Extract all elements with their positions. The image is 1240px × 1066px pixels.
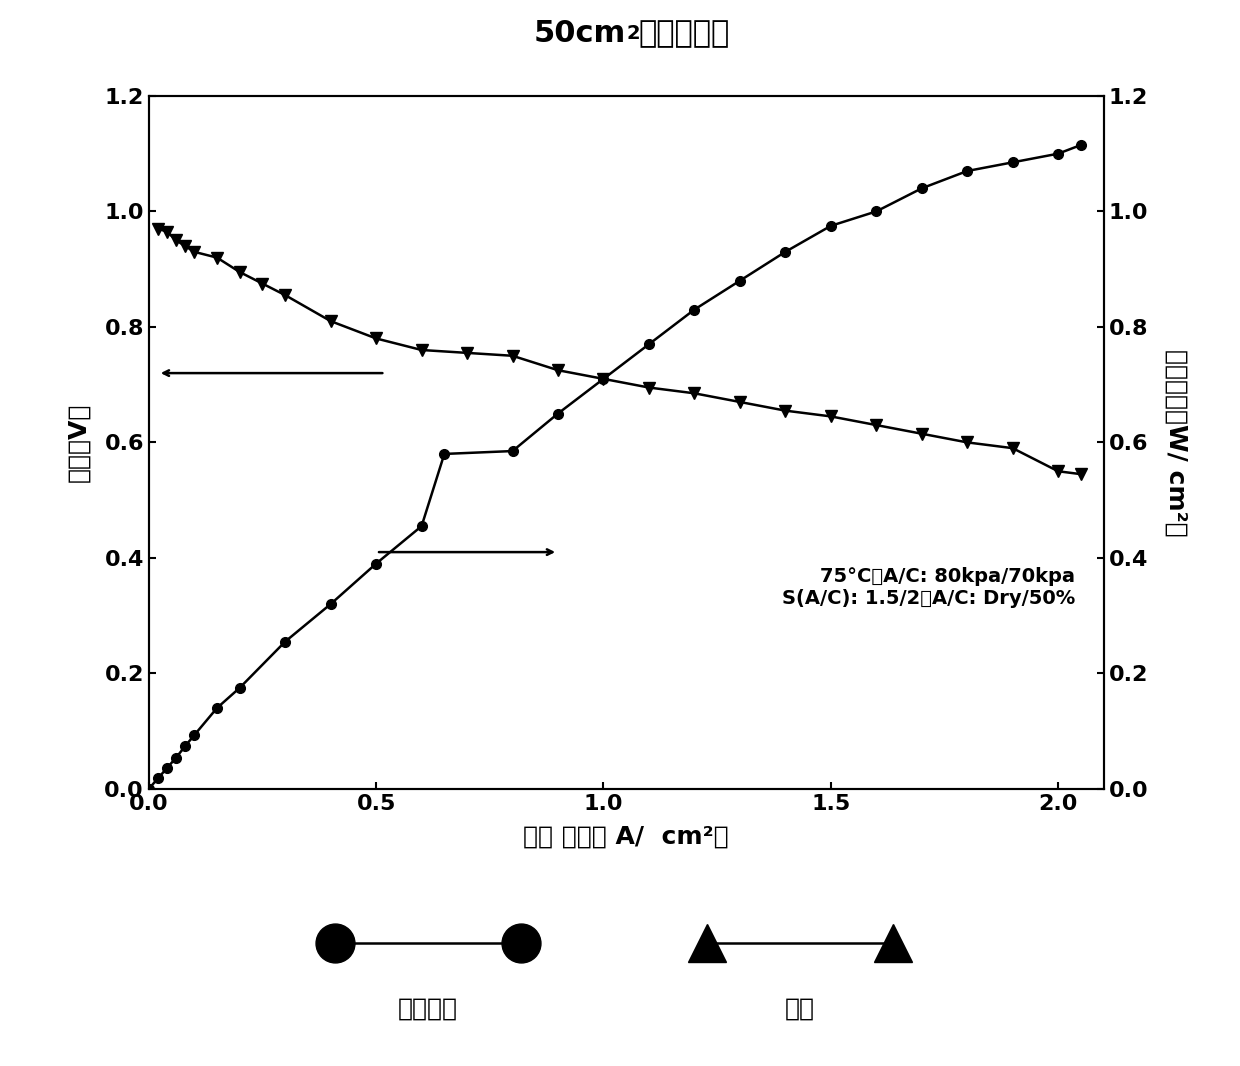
Text: 电压: 电压 <box>785 997 815 1021</box>
X-axis label: 电流 密度（ A/  cm²）: 电流 密度（ A/ cm²） <box>523 825 729 849</box>
Y-axis label: 电压（V）: 电压（V） <box>67 403 91 482</box>
Text: 75°C，A/C: 80kpa/70kpa
S(A/C): 1.5/2，A/C: Dry/50%: 75°C，A/C: 80kpa/70kpa S(A/C): 1.5/2，A/C:… <box>781 567 1075 608</box>
Text: 功率密度: 功率密度 <box>398 997 458 1021</box>
Text: 50cm: 50cm <box>534 19 626 48</box>
Y-axis label: 功率密度（W/ cm²）: 功率密度（W/ cm²） <box>1164 349 1189 536</box>
Text: 单电池测试: 单电池测试 <box>639 19 730 48</box>
Text: 2: 2 <box>626 23 640 43</box>
